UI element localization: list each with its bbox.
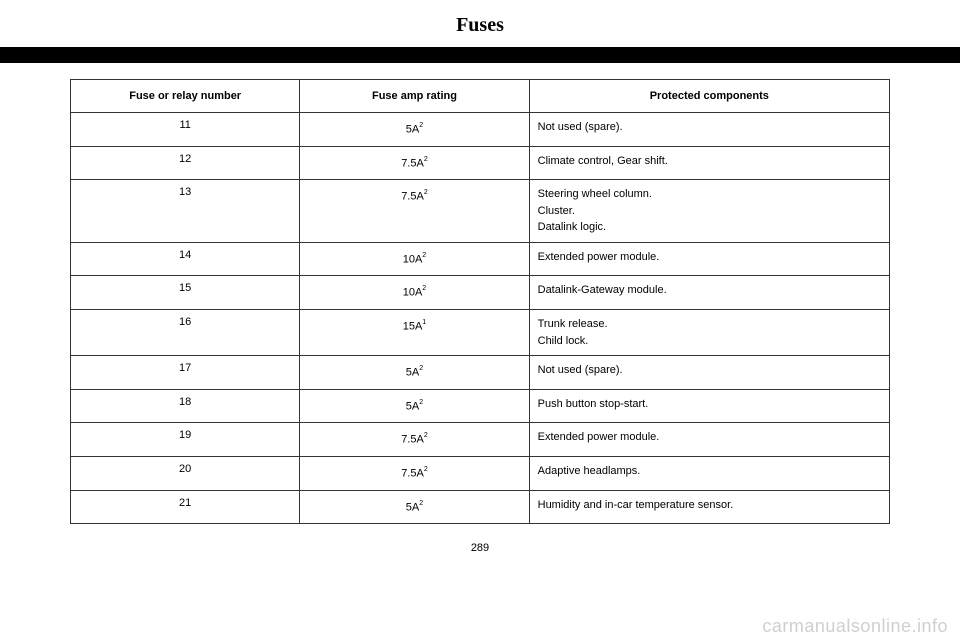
divider-gap (0, 47, 960, 63)
superscript: 2 (422, 285, 426, 292)
cell-fuse-rating: 7.5A2 (300, 180, 529, 243)
protected-line: Steering wheel column. (538, 186, 881, 203)
cell-fuse-number: 14 (71, 242, 300, 276)
cell-protected: Extended power module. (529, 242, 889, 276)
protected-line: Child lock. (538, 333, 881, 350)
protected-line: Humidity and in-car temperature sensor. (538, 497, 881, 514)
cell-fuse-number: 18 (71, 389, 300, 423)
table-row: 185A2 Push button stop-start. (71, 389, 890, 423)
cell-fuse-rating: 5A2 (300, 113, 529, 147)
table-row: 1615A1Trunk release.Child lock. (71, 310, 890, 356)
table-body: 115A2Not used (spare).127.5A2Climate con… (71, 113, 890, 524)
superscript: 1 (422, 319, 426, 326)
cell-fuse-rating: 15A1 (300, 310, 529, 356)
cell-fuse-rating: 7.5A2 (300, 457, 529, 491)
protected-line: Extended power module. (538, 249, 881, 266)
superscript: 2 (424, 156, 428, 163)
cell-fuse-rating: 5A2 (300, 490, 529, 524)
superscript: 2 (424, 432, 428, 439)
watermark: carmanualsonline.info (762, 616, 948, 637)
cell-fuse-number: 17 (71, 356, 300, 390)
cell-fuse-rating: 10A2 (300, 276, 529, 310)
superscript: 2 (419, 365, 423, 372)
protected-line: Cluster. (538, 203, 881, 220)
table-header-row: Fuse or relay number Fuse amp rating Pro… (71, 80, 890, 113)
cell-protected: Not used (spare). (529, 113, 889, 147)
superscript: 2 (419, 122, 423, 129)
protected-line: Datalink logic. (538, 219, 881, 236)
table-row: 1410A2 Extended power module. (71, 242, 890, 276)
cell-fuse-number: 19 (71, 423, 300, 457)
protected-line: Climate control, Gear shift. (538, 153, 881, 170)
table-row: 215A2 Humidity and in-car temperature sen… (71, 490, 890, 524)
header-fuse-number: Fuse or relay number (71, 80, 300, 113)
cell-fuse-number: 20 (71, 457, 300, 491)
cell-protected: Climate control, Gear shift. (529, 146, 889, 180)
cell-protected: Extended power module. (529, 423, 889, 457)
table-row: 1510A2 Datalink-Gateway module. (71, 276, 890, 310)
document-page: Fuses Fuse or relay number Fuse amp rati… (0, 0, 960, 643)
cell-fuse-number: 11 (71, 113, 300, 147)
cell-fuse-rating: 10A2 (300, 242, 529, 276)
cell-fuse-rating: 5A2 (300, 356, 529, 390)
page-number: 289 (70, 542, 890, 554)
cell-protected: Datalink-Gateway module. (529, 276, 889, 310)
superscript: 2 (424, 466, 428, 473)
cell-protected: Push button stop-start. (529, 389, 889, 423)
table-row: 175A2 Not used (spare). (71, 356, 890, 390)
superscript: 2 (419, 399, 423, 406)
protected-line: Push button stop-start. (538, 396, 881, 413)
cell-protected: Humidity and in-car temperature sensor. (529, 490, 889, 524)
superscript: 2 (422, 252, 426, 259)
cell-fuse-number: 21 (71, 490, 300, 524)
content-area: Fuse or relay number Fuse amp rating Pro… (0, 63, 960, 643)
cell-fuse-number: 16 (71, 310, 300, 356)
superscript: 2 (424, 189, 428, 196)
table-row: 137.5A2Steering wheel column.Cluster.Dat… (71, 180, 890, 243)
cell-fuse-number: 15 (71, 276, 300, 310)
page-title: Fuses (0, 14, 960, 37)
cell-fuse-rating: 7.5A2 (300, 146, 529, 180)
protected-line: Extended power module. (538, 429, 881, 446)
protected-line: Datalink-Gateway module. (538, 282, 881, 299)
header-protected: Protected components (529, 80, 889, 113)
cell-protected: Not used (spare). (529, 356, 889, 390)
header-fuse-rating: Fuse amp rating (300, 80, 529, 113)
protected-line: Not used (spare). (538, 119, 881, 136)
cell-fuse-number: 13 (71, 180, 300, 243)
cell-protected: Trunk release.Child lock. (529, 310, 889, 356)
cell-fuse-rating: 5A2 (300, 389, 529, 423)
cell-protected: Steering wheel column.Cluster.Datalink l… (529, 180, 889, 243)
fuse-table: Fuse or relay number Fuse amp rating Pro… (70, 79, 890, 524)
table-row: 207.5A2 Adaptive headlamps. (71, 457, 890, 491)
table-row: 127.5A2 Climate control, Gear shift. (71, 146, 890, 180)
cell-protected: Adaptive headlamps. (529, 457, 889, 491)
table-row: 115A2 Not used (spare). (71, 113, 890, 147)
protected-line: Adaptive headlamps. (538, 463, 881, 480)
cell-fuse-number: 12 (71, 146, 300, 180)
superscript: 2 (419, 500, 423, 507)
protected-line: Trunk release. (538, 316, 881, 333)
protected-line: Not used (spare). (538, 362, 881, 379)
table-row: 197.5A2 Extended power module. (71, 423, 890, 457)
cell-fuse-rating: 7.5A2 (300, 423, 529, 457)
header-band: Fuses (0, 0, 960, 47)
